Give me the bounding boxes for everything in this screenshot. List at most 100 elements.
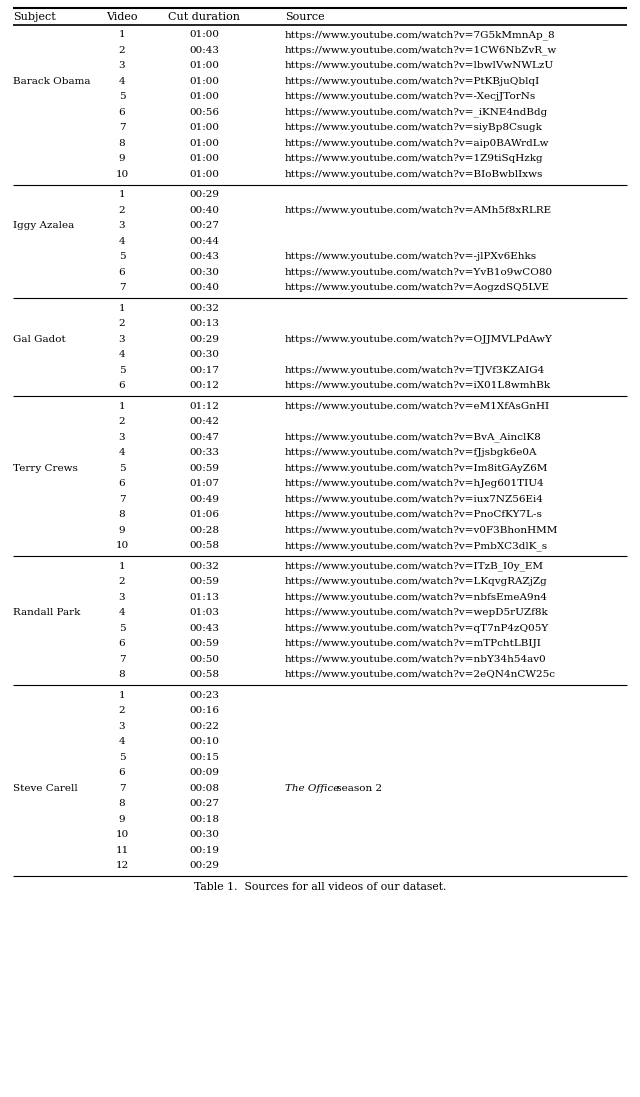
Text: https://www.youtube.com/watch?v=PtKBjuQblqI: https://www.youtube.com/watch?v=PtKBjuQb… [285, 77, 540, 86]
Text: 2: 2 [118, 206, 125, 215]
Text: 5: 5 [118, 753, 125, 761]
Text: 00:13: 00:13 [189, 319, 219, 328]
Text: https://www.youtube.com/watch?v=hJeg601TIU4: https://www.youtube.com/watch?v=hJeg601T… [285, 479, 545, 488]
Text: 00:32: 00:32 [189, 562, 219, 570]
Text: 6: 6 [118, 768, 125, 778]
Text: https://www.youtube.com/watch?v=7G5kMmnAp_8: https://www.youtube.com/watch?v=7G5kMmnA… [285, 30, 556, 39]
Text: 8: 8 [118, 138, 125, 148]
Text: Subject: Subject [13, 12, 56, 22]
Text: 00:08: 00:08 [189, 783, 219, 793]
Text: 00:30: 00:30 [189, 268, 219, 276]
Text: https://www.youtube.com/watch?v=mTPchtLBIJI: https://www.youtube.com/watch?v=mTPchtLB… [285, 640, 542, 648]
Text: 3: 3 [118, 722, 125, 731]
Text: 6: 6 [118, 382, 125, 391]
Text: https://www.youtube.com/watch?v=_iKNE4ndBdg: https://www.youtube.com/watch?v=_iKNE4nd… [285, 108, 548, 117]
Text: 00:29: 00:29 [189, 335, 219, 343]
Text: https://www.youtube.com/watch?v=OJJMVLPdAwY: https://www.youtube.com/watch?v=OJJMVLPd… [285, 335, 553, 343]
Text: 10: 10 [115, 170, 129, 179]
Text: 2: 2 [118, 577, 125, 586]
Text: 00:59: 00:59 [189, 577, 219, 586]
Text: https://www.youtube.com/watch?v=-jlPXv6Ehks: https://www.youtube.com/watch?v=-jlPXv6E… [285, 252, 537, 261]
Text: Iggy Azalea: Iggy Azalea [13, 222, 74, 230]
Text: 00:29: 00:29 [189, 861, 219, 870]
Text: 01:00: 01:00 [189, 123, 219, 133]
Text: 01:07: 01:07 [189, 479, 219, 488]
Text: https://www.youtube.com/watch?v=siyBp8Csugk: https://www.youtube.com/watch?v=siyBp8Cs… [285, 123, 543, 133]
Text: 1: 1 [118, 562, 125, 570]
Text: 00:43: 00:43 [189, 252, 219, 261]
Text: 00:50: 00:50 [189, 655, 219, 664]
Text: 01:00: 01:00 [189, 170, 219, 179]
Text: https://www.youtube.com/watch?v=lbwlVwNWLzU: https://www.youtube.com/watch?v=lbwlVwNW… [285, 61, 554, 70]
Text: 00:27: 00:27 [189, 800, 219, 808]
Text: 01:00: 01:00 [189, 31, 219, 39]
Text: 1: 1 [118, 304, 125, 313]
Text: Table 1.  Sources for all videos of our dataset.: Table 1. Sources for all videos of our d… [194, 882, 446, 892]
Text: 7: 7 [118, 283, 125, 292]
Text: https://www.youtube.com/watch?v=BvA_AinclK8: https://www.youtube.com/watch?v=BvA_Ainc… [285, 432, 541, 442]
Text: 00:43: 00:43 [189, 46, 219, 55]
Text: 00:58: 00:58 [189, 541, 219, 551]
Text: https://www.youtube.com/watch?v=2eQN4nCW25c: https://www.youtube.com/watch?v=2eQN4nCW… [285, 670, 556, 679]
Text: 00:18: 00:18 [189, 815, 219, 824]
Text: 01:00: 01:00 [189, 61, 219, 70]
Text: https://www.youtube.com/watch?v=ITzB_I0y_EM: https://www.youtube.com/watch?v=ITzB_I0y… [285, 562, 544, 572]
Text: https://www.youtube.com/watch?v=eM1XfAsGnHI: https://www.youtube.com/watch?v=eM1XfAsG… [285, 402, 550, 410]
Text: 00:19: 00:19 [189, 846, 219, 855]
Text: 11: 11 [115, 846, 129, 855]
Text: 00:33: 00:33 [189, 449, 219, 457]
Text: 01:00: 01:00 [189, 138, 219, 148]
Text: Source: Source [285, 12, 324, 22]
Text: 1: 1 [118, 31, 125, 39]
Text: 00:30: 00:30 [189, 350, 219, 359]
Text: 00:12: 00:12 [189, 382, 219, 391]
Text: https://www.youtube.com/watch?v=Im8itGAyZ6M: https://www.youtube.com/watch?v=Im8itGAy… [285, 464, 548, 473]
Text: 00:47: 00:47 [189, 432, 219, 442]
Text: 2: 2 [118, 417, 125, 427]
Text: 01:13: 01:13 [189, 592, 219, 602]
Text: https://www.youtube.com/watch?v=iX01L8wmhBk: https://www.youtube.com/watch?v=iX01L8wm… [285, 382, 551, 391]
Text: 5: 5 [118, 92, 125, 101]
Text: 5: 5 [118, 624, 125, 633]
Text: 00:56: 00:56 [189, 108, 219, 116]
Text: 00:44: 00:44 [189, 237, 219, 246]
Text: https://www.youtube.com/watch?v=LKqvgRAZjZg: https://www.youtube.com/watch?v=LKqvgRAZ… [285, 577, 548, 586]
Text: 5: 5 [118, 365, 125, 375]
Text: 00:29: 00:29 [189, 190, 219, 200]
Text: Video: Video [106, 12, 138, 22]
Text: https://www.youtube.com/watch?v=iux7NZ56Ei4: https://www.youtube.com/watch?v=iux7NZ56… [285, 495, 544, 504]
Text: 3: 3 [118, 432, 125, 442]
Text: https://www.youtube.com/watch?v=qT7nP4zQ05Y: https://www.youtube.com/watch?v=qT7nP4zQ… [285, 624, 549, 633]
Text: Terry Crews: Terry Crews [13, 464, 78, 473]
Text: https://www.youtube.com/watch?v=1CW6NbZvR_w: https://www.youtube.com/watch?v=1CW6NbZv… [285, 45, 557, 55]
Text: 00:28: 00:28 [189, 525, 219, 534]
Text: 3: 3 [118, 335, 125, 343]
Text: 01:00: 01:00 [189, 92, 219, 101]
Text: 4: 4 [118, 608, 125, 618]
Text: 4: 4 [118, 350, 125, 359]
Text: 01:00: 01:00 [189, 155, 219, 163]
Text: 7: 7 [118, 655, 125, 664]
Text: 00:15: 00:15 [189, 753, 219, 761]
Text: 00:17: 00:17 [189, 365, 219, 375]
Text: 00:23: 00:23 [189, 691, 219, 700]
Text: 4: 4 [118, 237, 125, 246]
Text: https://www.youtube.com/watch?v=nbY34h54av0: https://www.youtube.com/watch?v=nbY34h54… [285, 655, 547, 664]
Text: 00:30: 00:30 [189, 830, 219, 839]
Text: Gal Gadot: Gal Gadot [13, 335, 66, 343]
Text: https://www.youtube.com/watch?v=AMh5f8xRLRE: https://www.youtube.com/watch?v=AMh5f8xR… [285, 206, 552, 215]
Text: 10: 10 [115, 541, 129, 551]
Text: 3: 3 [118, 61, 125, 70]
Text: 00:43: 00:43 [189, 624, 219, 633]
Text: The Office: The Office [285, 783, 339, 793]
Text: 00:42: 00:42 [189, 417, 219, 427]
Text: 10: 10 [115, 830, 129, 839]
Text: https://www.youtube.com/watch?v=AogzdSQ5LVE: https://www.youtube.com/watch?v=AogzdSQ5… [285, 283, 550, 292]
Text: 5: 5 [118, 464, 125, 473]
Text: 6: 6 [118, 640, 125, 648]
Text: https://www.youtube.com/watch?v=BIoBwblIxws: https://www.youtube.com/watch?v=BIoBwblI… [285, 170, 543, 179]
Text: https://www.youtube.com/watch?v=nbfsEmeA9n4: https://www.youtube.com/watch?v=nbfsEmeA… [285, 592, 548, 602]
Text: https://www.youtube.com/watch?v=PnoCfKY7L-s: https://www.youtube.com/watch?v=PnoCfKY7… [285, 510, 543, 519]
Text: Randall Park: Randall Park [13, 608, 81, 618]
Text: 2: 2 [118, 706, 125, 715]
